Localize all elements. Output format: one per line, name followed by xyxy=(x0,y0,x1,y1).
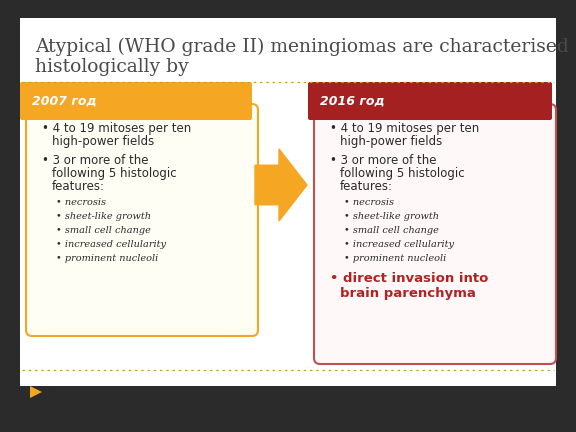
Text: • small cell change: • small cell change xyxy=(56,226,151,235)
Text: 2016 год: 2016 год xyxy=(320,95,385,108)
Text: Atypical (WHO grade II) meningiomas are characterised: Atypical (WHO grade II) meningiomas are … xyxy=(35,38,569,56)
Text: • sheet-like growth: • sheet-like growth xyxy=(344,212,439,221)
FancyBboxPatch shape xyxy=(308,82,552,120)
Text: • necrosis: • necrosis xyxy=(56,198,106,207)
Text: • 4 to 19 mitoses per ten: • 4 to 19 mitoses per ten xyxy=(42,122,191,135)
Text: high-power fields: high-power fields xyxy=(52,135,154,148)
Text: • direct invasion into: • direct invasion into xyxy=(330,272,488,285)
Text: • sheet-like growth: • sheet-like growth xyxy=(56,212,151,221)
Text: • prominent nucleoli: • prominent nucleoli xyxy=(344,254,446,263)
Text: following 5 histologic: following 5 histologic xyxy=(52,167,177,180)
Text: histologically by: histologically by xyxy=(35,58,189,76)
Text: brain parenchyma: brain parenchyma xyxy=(340,287,476,300)
Text: high-power fields: high-power fields xyxy=(340,135,442,148)
FancyArrow shape xyxy=(255,149,307,221)
Text: features:: features: xyxy=(340,180,393,193)
Text: • necrosis: • necrosis xyxy=(344,198,394,207)
FancyBboxPatch shape xyxy=(20,82,252,120)
Text: following 5 histologic: following 5 histologic xyxy=(340,167,465,180)
Text: features:: features: xyxy=(52,180,105,193)
Polygon shape xyxy=(30,386,42,398)
FancyBboxPatch shape xyxy=(20,18,556,386)
Text: • prominent nucleoli: • prominent nucleoli xyxy=(56,254,158,263)
Text: • increased cellularity: • increased cellularity xyxy=(56,240,166,249)
FancyBboxPatch shape xyxy=(314,104,556,364)
Text: • 4 to 19 mitoses per ten: • 4 to 19 mitoses per ten xyxy=(330,122,479,135)
FancyBboxPatch shape xyxy=(26,104,258,336)
Text: • 3 or more of the: • 3 or more of the xyxy=(42,154,149,167)
Text: • 3 or more of the: • 3 or more of the xyxy=(330,154,437,167)
Text: • increased cellularity: • increased cellularity xyxy=(344,240,454,249)
Text: 2007 год: 2007 год xyxy=(32,95,97,108)
Text: • small cell change: • small cell change xyxy=(344,226,439,235)
